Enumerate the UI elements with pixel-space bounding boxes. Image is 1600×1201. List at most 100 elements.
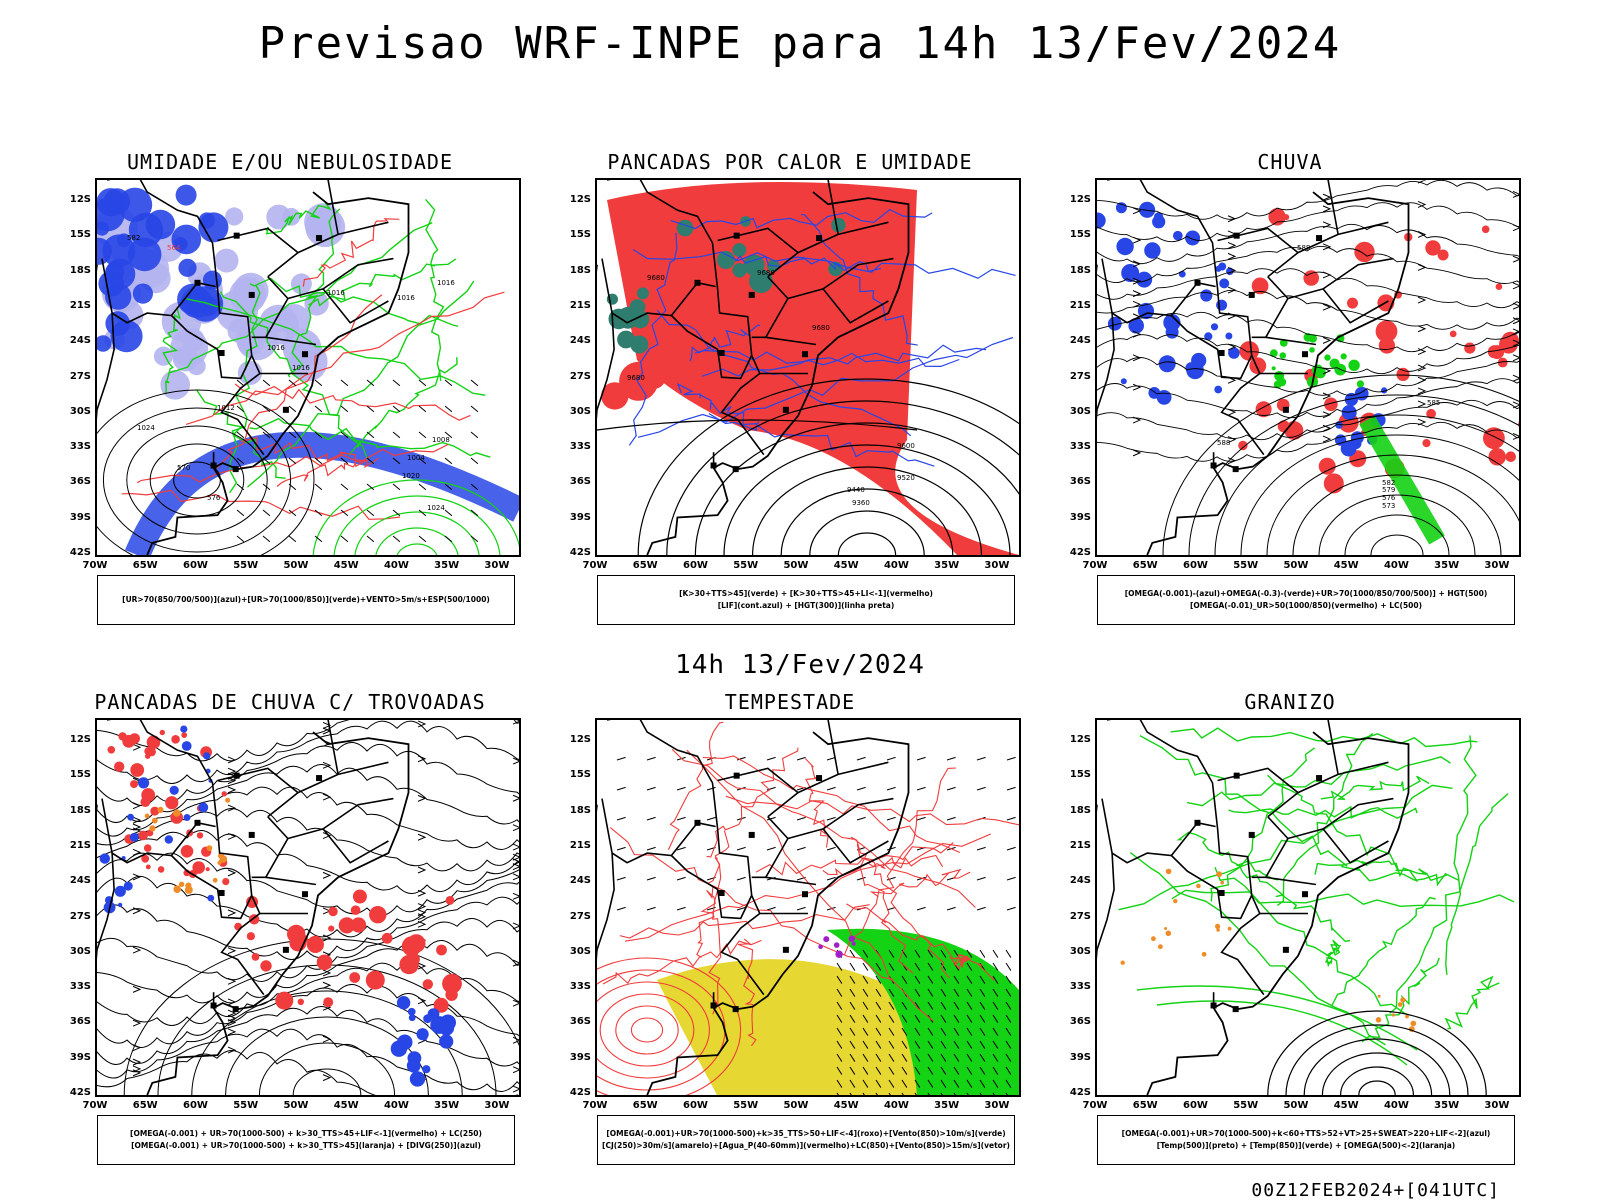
lat-label: 39S xyxy=(69,1051,91,1063)
lat-label: 12S xyxy=(69,194,91,205)
lon-label: 45W xyxy=(333,560,359,571)
lon-label: 30W xyxy=(1484,560,1510,571)
lat-label: 30S xyxy=(1069,945,1091,957)
lon-label: 35W xyxy=(1434,560,1460,571)
lon-label: 35W xyxy=(934,1100,960,1111)
panel-title: GRANIZO xyxy=(1244,690,1336,714)
contour-label: 9680 xyxy=(627,374,645,382)
map-tempestade xyxy=(595,718,1021,1097)
lon-label: 50W xyxy=(1283,560,1309,571)
contour-label: 9440 xyxy=(847,486,865,494)
lon-label: 50W xyxy=(1283,1100,1309,1111)
lon-label: 55W xyxy=(1233,1100,1259,1111)
lon-label: 70W xyxy=(582,1100,608,1111)
lon-label: 50W xyxy=(783,560,809,571)
lat-label: 33S xyxy=(69,981,91,993)
lon-label: 60W xyxy=(682,1100,708,1111)
panel-tempestade: TEMPESTADE 12S 15S 18S 21S 24S 27S 30S 33S 36S 39… xyxy=(555,690,1025,1170)
contour-label: 1016 xyxy=(292,364,310,372)
contour-label: 9600 xyxy=(897,442,915,450)
lon-label: 35W xyxy=(934,560,960,571)
contour-label: 9680 xyxy=(812,324,830,332)
lat-label: 36S xyxy=(1069,1016,1091,1028)
lon-label: 45W xyxy=(833,560,859,571)
lon-label: 60W xyxy=(682,560,708,571)
lat-label: 21S xyxy=(69,299,91,311)
panel-umidade-nebulosidade: UMIDADE E/OU NEBULOSIDADE 1016 1016 1016 10… xyxy=(55,150,525,630)
contour-label: 564 xyxy=(167,244,181,252)
lat-label: 33S xyxy=(69,441,91,453)
panel-title: PANCADAS DE CHUVA C/ TROVOADAS xyxy=(94,690,486,714)
lat-label: 33S xyxy=(569,441,591,453)
lat-label: 21S xyxy=(569,839,591,851)
lon-label: 40W xyxy=(1383,1100,1409,1111)
contour-label: 1016 xyxy=(327,289,345,297)
lat-label: 18S xyxy=(69,264,91,276)
lon-label: 40W xyxy=(883,1100,909,1111)
lon-label: 35W xyxy=(434,560,460,571)
lat-label: 12S xyxy=(69,734,91,745)
lat-label: 18S xyxy=(1069,804,1091,816)
contour-label: 1004 xyxy=(407,454,425,462)
lon-label: 55W xyxy=(733,560,759,571)
legend-box: [OMEGA(-0.001)-(azul)+OMEGA(-0.3)-(verde… xyxy=(1097,575,1515,625)
lon-label: 40W xyxy=(383,1100,409,1111)
lon-label: 65W xyxy=(132,560,158,571)
contour-label: 579 xyxy=(1382,486,1395,494)
lat-label: 24S xyxy=(569,335,591,347)
legend-line: [OMEGA(-0.01)_UR>50(1000/850)(vermelho) … xyxy=(1189,601,1423,610)
lat-label: 36S xyxy=(1069,476,1091,488)
lat-label: 21S xyxy=(1069,299,1091,311)
lat-label: 24S xyxy=(1069,875,1091,887)
legend-line: [CJ(250)>30m/s](amarelo)+[Agua_P(40-60mm… xyxy=(602,1141,1010,1150)
contour-label: 1024 xyxy=(137,424,155,432)
lat-label: 27S xyxy=(1069,370,1091,382)
lon-label: 30W xyxy=(484,1100,510,1111)
legend-line: [OMEGA(-0.001)-(azul)+OMEGA(-0.3)-(verde… xyxy=(1124,589,1488,598)
lon-label: 30W xyxy=(984,560,1010,571)
contour-label: 1016 xyxy=(437,279,455,287)
lat-label: 39S xyxy=(569,511,591,523)
map-graphic xyxy=(97,720,519,1095)
lon-label: 55W xyxy=(233,560,259,571)
legend-line: [UR>70(850/700/500)](azul)+[UR>70(1000/8… xyxy=(122,595,490,604)
contour-label: 1020 xyxy=(402,472,420,480)
lon-label: 45W xyxy=(833,1100,859,1111)
lat-label: 42S xyxy=(569,1087,591,1098)
lat-label: 12S xyxy=(569,734,591,745)
lat-label: 42S xyxy=(1069,547,1091,558)
lat-label: 33S xyxy=(1069,441,1091,453)
lat-label: 33S xyxy=(569,981,591,993)
lat-label: 24S xyxy=(569,875,591,887)
lat-label: 42S xyxy=(69,1087,91,1098)
lon-label: 30W xyxy=(984,1100,1010,1111)
lon-label: 70W xyxy=(82,560,108,571)
lat-label: 39S xyxy=(69,511,91,523)
lat-label: 30S xyxy=(69,945,91,957)
legend-line: [Temp(500)](preto) + [Temp(850)](verde) … xyxy=(1156,1141,1456,1150)
contour-label: 582 xyxy=(1382,479,1395,487)
contour-label: 576 xyxy=(207,494,221,502)
legend-box: [OMEGA(-0.001)+UR>70(1000-500)+k<60+TTS>… xyxy=(1097,1115,1515,1165)
lat-label: 27S xyxy=(69,370,91,382)
lon-label: 40W xyxy=(883,560,909,571)
lat-label: 39S xyxy=(569,1051,591,1063)
lat-label: 18S xyxy=(69,804,91,816)
contour-label: 1008 xyxy=(432,436,450,444)
lat-label: 42S xyxy=(69,547,91,558)
lat-label: 21S xyxy=(569,299,591,311)
lat-label: 21S xyxy=(1069,839,1091,851)
lon-label: 65W xyxy=(1132,1100,1158,1111)
lat-label: 18S xyxy=(1069,264,1091,276)
lon-label: 35W xyxy=(1434,1100,1460,1111)
lat-label: 12S xyxy=(1069,194,1091,205)
lon-label: 30W xyxy=(1484,1100,1510,1111)
panel-pancadas-calor-umidade: PANCADAS POR CALOR E UMIDADE 9680 9680 968… xyxy=(555,150,1025,630)
lon-label: 45W xyxy=(333,1100,359,1111)
lon-label: 50W xyxy=(283,560,309,571)
contour-label: 582 xyxy=(127,234,140,242)
lon-label: 60W xyxy=(182,1100,208,1111)
lon-label: 60W xyxy=(182,560,208,571)
contour-label: 1024 xyxy=(427,504,445,512)
lat-label: 27S xyxy=(569,910,591,922)
